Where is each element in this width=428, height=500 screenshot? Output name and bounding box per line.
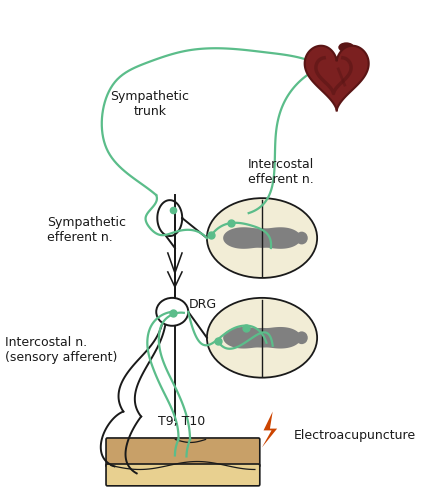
Polygon shape <box>305 46 369 110</box>
Text: Intercostal
efferent n.: Intercostal efferent n. <box>248 158 314 186</box>
Text: Sympathetic
efferent n.: Sympathetic efferent n. <box>47 216 126 244</box>
Polygon shape <box>223 228 301 249</box>
FancyBboxPatch shape <box>106 464 260 486</box>
Ellipse shape <box>207 298 317 378</box>
Polygon shape <box>262 412 277 448</box>
Text: T9, T10: T9, T10 <box>158 414 205 428</box>
Ellipse shape <box>207 198 317 278</box>
Polygon shape <box>223 327 301 348</box>
Text: Electroacupuncture: Electroacupuncture <box>294 429 416 442</box>
Ellipse shape <box>296 232 308 244</box>
FancyBboxPatch shape <box>106 438 260 467</box>
Ellipse shape <box>296 332 308 344</box>
Text: DRG: DRG <box>189 298 217 312</box>
Text: Intercostal n.
(sensory afferent): Intercostal n. (sensory afferent) <box>5 336 118 364</box>
Ellipse shape <box>338 42 354 52</box>
Text: Sympathetic
trunk: Sympathetic trunk <box>110 90 190 118</box>
Ellipse shape <box>156 298 188 326</box>
